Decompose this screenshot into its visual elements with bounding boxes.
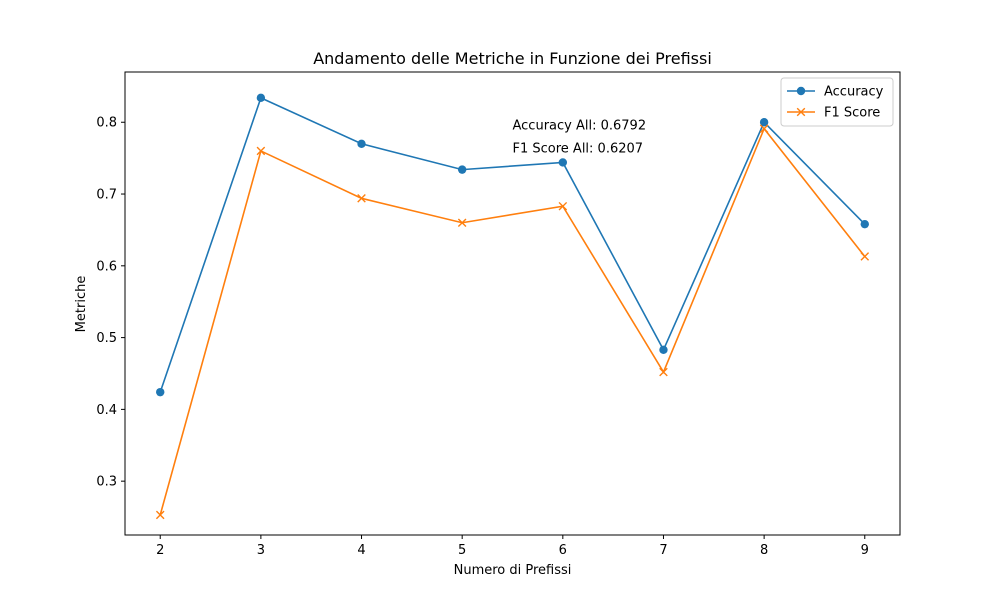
data-point-accuracy bbox=[156, 387, 165, 397]
legend-label-f1-score: F1 Score bbox=[824, 106, 880, 121]
chart-title: Andamento delle Metriche in Funzione dei… bbox=[313, 49, 712, 68]
data-point-accuracy bbox=[860, 219, 869, 229]
x-tick-label: 8 bbox=[760, 543, 768, 558]
data-point-accuracy bbox=[759, 118, 769, 127]
x-tick-label: 7 bbox=[659, 543, 667, 558]
annotation-text: Accuracy All: 0.6792 bbox=[513, 118, 647, 133]
data-point-f1-score bbox=[659, 367, 668, 377]
y-tick-label: 0.5 bbox=[96, 331, 117, 346]
legend-label-accuracy: Accuracy bbox=[824, 85, 884, 100]
x-tick-label: 3 bbox=[257, 543, 265, 558]
plot-area: 2 3 4 5 6 7 8 9 0.3 0.4 0.5 0.6 0.7 0.8 Accuracy All: … bbox=[96, 71, 901, 558]
y-tick-label: 0.7 bbox=[96, 188, 117, 203]
data-point-f1-score bbox=[155, 510, 165, 520]
data-point-f1-score bbox=[558, 201, 568, 211]
x-tick-label: 5 bbox=[458, 543, 466, 558]
legend-marker-accuracy bbox=[796, 86, 806, 96]
y-tick-label: 0.4 bbox=[96, 403, 117, 418]
data-point-accuracy bbox=[357, 139, 366, 148]
annotation-text: F1 Score All: 0.6207 bbox=[513, 141, 644, 156]
y-tick-label: 0.8 bbox=[96, 116, 117, 131]
data-point-accuracy bbox=[558, 158, 568, 167]
legend-box bbox=[780, 77, 894, 127]
series-line-accuracy bbox=[159, 96, 866, 393]
y-axis-label: Metriche bbox=[74, 276, 89, 333]
x-tick-label: 2 bbox=[156, 543, 164, 558]
data-point-accuracy bbox=[256, 93, 266, 103]
x-tick-label: 6 bbox=[559, 543, 567, 558]
plot-frame bbox=[124, 71, 901, 536]
x-axis-label: Numero di Prefissi bbox=[454, 563, 572, 578]
x-tick-label: 9 bbox=[861, 543, 869, 558]
series-line-f1-score bbox=[159, 127, 866, 516]
data-point-f1-score bbox=[457, 218, 467, 228]
data-point-f1-score bbox=[357, 194, 366, 203]
y-tick-label: 0.6 bbox=[96, 259, 117, 274]
data-point-accuracy bbox=[457, 165, 467, 174]
data-point-f1-score bbox=[256, 146, 266, 156]
data-point-accuracy bbox=[659, 345, 668, 354]
x-tick-label: 4 bbox=[357, 543, 365, 558]
y-tick-label: 0.3 bbox=[96, 475, 117, 490]
legend-marker-f1-score bbox=[796, 107, 806, 117]
data-point-f1-score bbox=[860, 252, 870, 261]
data-point-f1-score bbox=[759, 124, 769, 134]
